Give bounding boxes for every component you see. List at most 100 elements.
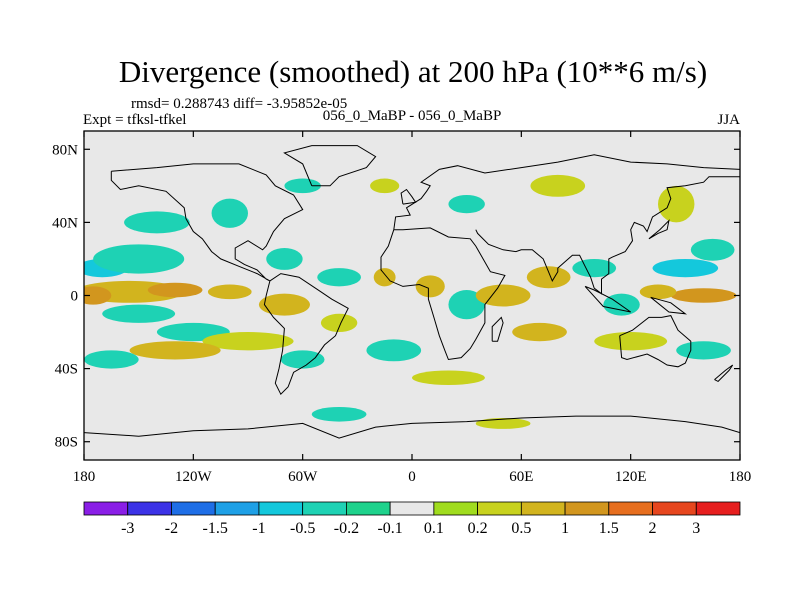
- colorbar-label: 1.5: [599, 520, 619, 537]
- experiment-label: Expt = tfksl-tfkel: [83, 112, 186, 128]
- coastline: [714, 364, 734, 383]
- field-blob: [475, 284, 531, 307]
- field-blob: [530, 174, 586, 197]
- colorbar-swatch: [433, 501, 479, 516]
- colorbar-swatch: [564, 501, 610, 516]
- field-blob: [370, 178, 400, 194]
- axis-ticks: 180 120W 60W 0 60E 120E 180 80N 40N 0 40S 80S: [52, 131, 751, 485]
- x-tick-label: 0: [408, 469, 416, 485]
- colorbar-swatch: [608, 501, 653, 516]
- coastline: [400, 188, 417, 205]
- field-blob: [124, 211, 190, 234]
- coastline: [619, 315, 692, 368]
- field-blob: [658, 185, 695, 223]
- field-blob: [84, 350, 139, 369]
- field-blob: [84, 286, 112, 305]
- coastline: [263, 273, 349, 396]
- field-blob: [415, 275, 445, 298]
- field-blob: [412, 370, 485, 386]
- field-blob: [211, 198, 248, 228]
- y-tick-label: 80N: [52, 142, 78, 158]
- coastlines: [84, 145, 740, 439]
- field-blob: [102, 304, 176, 323]
- field-blob: [572, 258, 617, 278]
- field-blob: [526, 266, 571, 289]
- y-tick-label: 40N: [52, 215, 78, 231]
- field-blob: [366, 339, 422, 362]
- field-blob: [690, 238, 735, 261]
- coastline: [380, 227, 506, 361]
- coastline: [393, 154, 740, 230]
- field-blob: [639, 284, 677, 300]
- colorbar-swatch: [520, 501, 566, 516]
- chart-title: Divergence (smoothed) at 200 hPa (10**6 …: [119, 54, 707, 89]
- field-blob: [670, 288, 737, 303]
- field-blob: [475, 417, 531, 429]
- coastline: [650, 296, 688, 315]
- colorbar-swatch: [302, 501, 347, 516]
- case-label: 056_0_MaBP - 056_0_MaBP: [323, 108, 502, 124]
- field-blob: [594, 332, 668, 351]
- colorbar-label: -2: [165, 520, 178, 537]
- stats-line: rmsd= 0.288743 diff= -3.95852e-05: [131, 96, 347, 112]
- colorbar-swatch: [477, 501, 522, 516]
- colorbar-label: 1: [561, 520, 569, 537]
- colorbar-swatch: [389, 501, 435, 516]
- colorbar-swatch: [127, 501, 172, 516]
- colorbar-label: 3: [692, 520, 700, 537]
- field-blob: [311, 406, 367, 422]
- coastline: [648, 219, 670, 240]
- colorbar-label: -3: [121, 520, 134, 537]
- field-blob: [266, 247, 303, 270]
- x-tick-label: 180: [73, 469, 96, 485]
- colorbar-label: 0.5: [511, 520, 531, 537]
- y-tick-label: 80S: [55, 435, 78, 451]
- coastline: [283, 145, 377, 187]
- field-blob: [448, 290, 485, 320]
- field-blob: [147, 282, 203, 298]
- x-tick-label: 120W: [175, 469, 213, 485]
- divergence-field: [84, 131, 740, 460]
- coastline: [491, 316, 504, 342]
- y-tick-label: 0: [71, 289, 79, 305]
- colorbar-label: -0.2: [334, 520, 359, 537]
- colorbar: -3 -2 -1.5 -1 -0.5 -0.2 -0.1 0.1 0.2 0.5 1 1.5 2 3: [83, 501, 741, 537]
- field-blob: [448, 194, 485, 214]
- colorbar-swatch: [695, 501, 741, 516]
- colorbar-swatch: [83, 501, 129, 516]
- colorbar-swatch: [345, 501, 391, 516]
- colorbar-swatch: [258, 501, 304, 516]
- field-blob: [280, 350, 325, 369]
- colorbar-label: 0.2: [468, 520, 488, 537]
- colorbar-label: -1: [252, 520, 265, 537]
- field-blob: [207, 284, 252, 300]
- field-blob: [652, 258, 719, 278]
- field-blob: [202, 332, 294, 351]
- field-blob: [129, 341, 221, 360]
- x-tick-label: 180: [729, 469, 752, 485]
- x-tick-label: 60W: [288, 469, 318, 485]
- coastline: [110, 163, 304, 282]
- field-blob: [320, 313, 358, 333]
- colorbar-label: -0.5: [290, 520, 315, 537]
- field-blob: [258, 293, 310, 316]
- field-blob: [676, 341, 731, 360]
- coastline: [584, 285, 631, 313]
- colorbar-label: 0.1: [424, 520, 444, 537]
- coastline: [475, 176, 740, 295]
- colorbar-swatch: [214, 501, 260, 516]
- colorbar-swatch: [171, 501, 216, 516]
- colorbar-swatch: [652, 501, 697, 516]
- x-tick-label: 60E: [509, 469, 533, 485]
- field-blob: [93, 244, 185, 274]
- colorbar-label: -1.5: [203, 520, 228, 537]
- y-tick-label: 40S: [55, 362, 78, 378]
- colorbar-label: 2: [649, 520, 657, 537]
- season-label: JJA: [717, 112, 740, 128]
- field-blob: [284, 178, 321, 194]
- x-tick-label: 120E: [615, 469, 647, 485]
- coastline: [84, 415, 740, 439]
- field-blob: [512, 322, 567, 342]
- field-blob: [373, 268, 396, 287]
